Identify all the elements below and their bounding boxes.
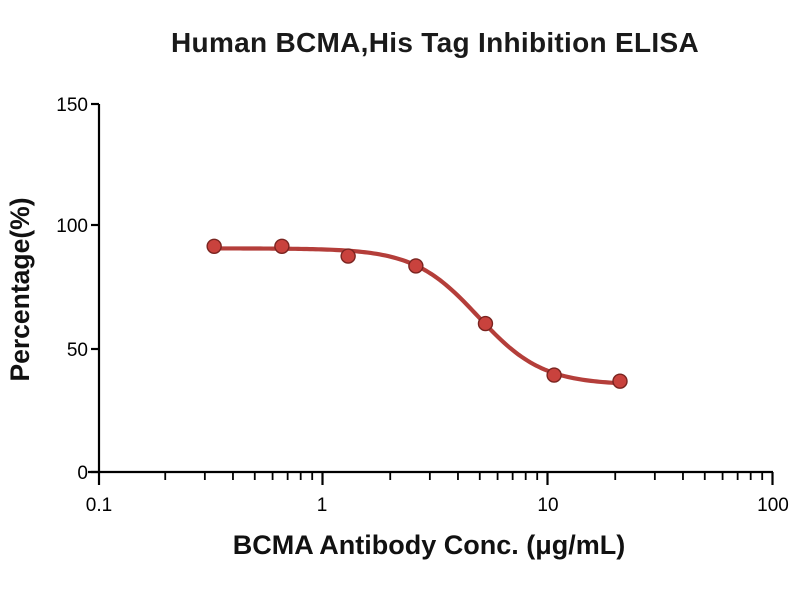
svg-text:10: 10 bbox=[537, 495, 558, 516]
svg-text:150: 150 bbox=[56, 95, 88, 116]
svg-text:50: 50 bbox=[67, 340, 88, 361]
svg-text:0: 0 bbox=[77, 463, 88, 484]
svg-text:100: 100 bbox=[56, 216, 88, 237]
svg-text:1: 1 bbox=[317, 495, 328, 516]
svg-text:0.1: 0.1 bbox=[86, 495, 112, 516]
svg-text:100: 100 bbox=[757, 495, 789, 516]
